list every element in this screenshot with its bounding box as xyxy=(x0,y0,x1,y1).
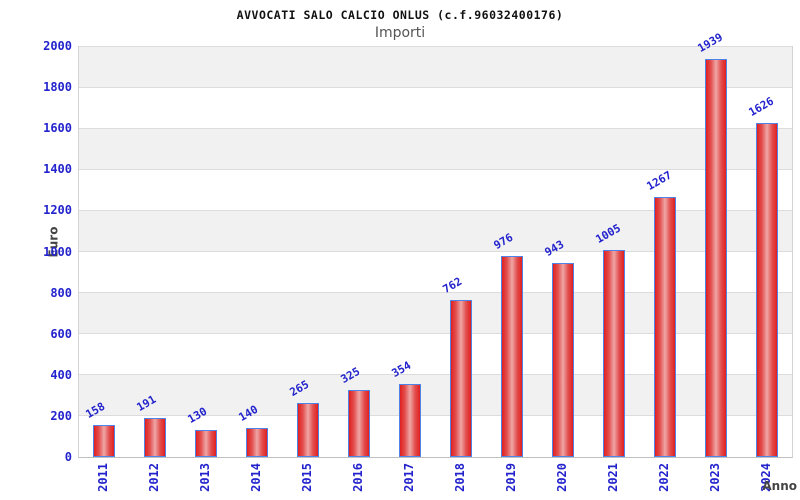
grid-line xyxy=(79,415,792,417)
x-tick-label: 2020 xyxy=(554,463,569,492)
y-tick-label: 600 xyxy=(50,326,72,341)
bar xyxy=(449,300,472,457)
y-tick-label: 800 xyxy=(50,285,72,300)
plot-area: 158 191 130 140 265 325 354 762 976 943 1005 1267 19… xyxy=(78,30,793,458)
bar xyxy=(602,250,625,457)
grid-band xyxy=(79,128,792,170)
x-tick-label: 2018 xyxy=(452,463,467,492)
bar xyxy=(704,58,727,457)
grid-band xyxy=(79,251,792,293)
grid-band xyxy=(79,210,792,252)
y-tick-label: 400 xyxy=(50,367,72,382)
x-tick-label: 2022 xyxy=(656,463,671,492)
chart-title: AVVOCATI SALO CALCIO ONLUS (c.f.96032400… xyxy=(236,8,564,22)
x-tick-label: 2013 xyxy=(198,463,213,492)
y-tick-label: 200 xyxy=(50,408,72,423)
bar xyxy=(297,402,320,457)
grid-band xyxy=(79,333,792,375)
x-tick-label: 2021 xyxy=(605,463,620,492)
x-tick-label: 2012 xyxy=(147,463,162,492)
grid-line xyxy=(79,209,792,211)
y-tick-label: 1200 xyxy=(43,203,72,218)
x-tick-label: 2015 xyxy=(300,463,315,492)
grid-band xyxy=(79,292,792,334)
grid-line xyxy=(79,251,792,252)
bar xyxy=(144,417,167,457)
grid-line xyxy=(79,292,792,294)
grid-band xyxy=(79,169,792,211)
x-axis-title: Anno xyxy=(762,479,797,493)
chart-subtitle: Importi xyxy=(374,25,426,41)
bar xyxy=(653,196,676,457)
grid-line xyxy=(79,127,792,129)
x-tick-label: 2016 xyxy=(351,463,366,492)
x-tick-label: 2011 xyxy=(96,463,111,492)
grid-line xyxy=(79,45,792,47)
x-tick-label: 2014 xyxy=(249,463,264,492)
bar xyxy=(755,122,778,457)
grid-band xyxy=(79,87,792,129)
y-tick-label: 2000 xyxy=(43,39,72,53)
grid-line xyxy=(79,86,792,88)
y-tick-label: 1600 xyxy=(43,121,72,136)
grid-line xyxy=(79,333,792,335)
x-tick-label: 2017 xyxy=(402,463,417,492)
bar xyxy=(246,428,269,457)
y-tick-label: 1000 xyxy=(43,244,72,259)
grid-line xyxy=(79,374,792,376)
bar xyxy=(195,430,218,457)
x-tick-label: 2019 xyxy=(503,463,518,492)
grid-line xyxy=(79,168,792,170)
grid-band xyxy=(79,374,792,416)
bar xyxy=(93,424,116,457)
x-tick-label: 2023 xyxy=(707,463,722,492)
grid-band xyxy=(79,46,792,88)
y-tick-label: 1800 xyxy=(43,80,72,95)
y-tick-label: 0 xyxy=(64,450,72,464)
y-tick-label: 1400 xyxy=(43,162,72,177)
bar xyxy=(399,384,422,457)
bar xyxy=(551,263,574,457)
bar xyxy=(348,390,371,457)
bar xyxy=(500,256,523,457)
grid-band xyxy=(79,415,792,457)
